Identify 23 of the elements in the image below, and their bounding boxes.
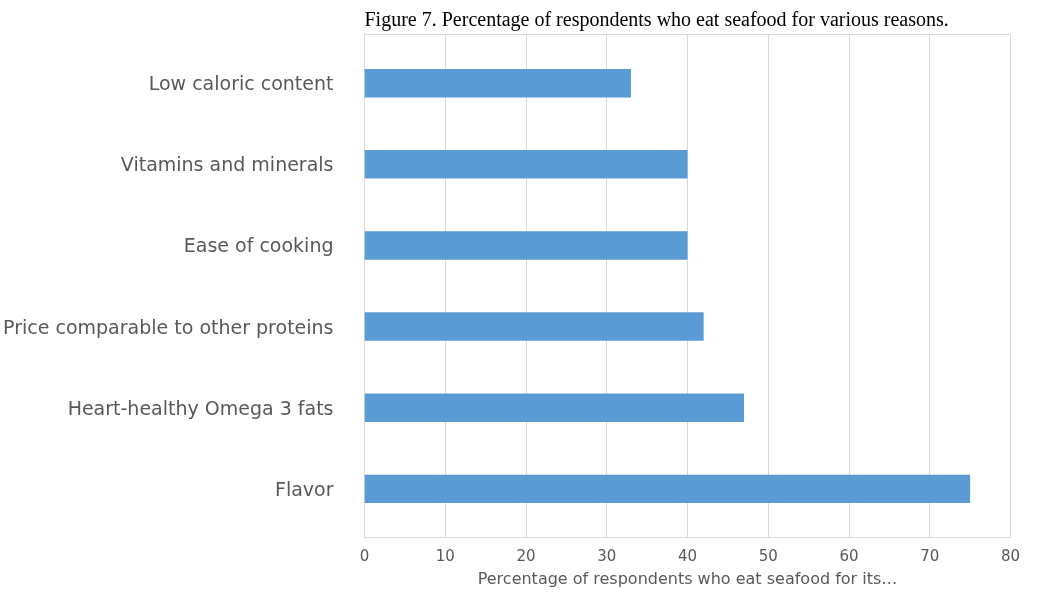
chart-title: Figure 7. Percentage of respondents who eat seafood for various reasons. [364, 7, 949, 31]
bar [364, 312, 704, 341]
y-tick-label: Ease of cooking [183, 234, 334, 257]
y-tick-label: Heart-healthy Omega 3 fats [67, 396, 334, 419]
x-tick-label: 70 [920, 546, 940, 565]
x-tick-label: 60 [839, 546, 859, 565]
y-tick-label: Low caloric content [148, 72, 334, 95]
x-tick-label: 40 [677, 546, 698, 565]
y-tick-label: Vitamins and minerals [120, 153, 334, 176]
bar [364, 474, 971, 504]
bar [364, 393, 745, 422]
x-tick-label: 10 [435, 546, 455, 565]
x-tick-label: 80 [1000, 546, 1021, 565]
x-axis-title: Percentage of respondents who eat seafood for its… [477, 568, 898, 588]
x-tick-label: 0 [359, 546, 370, 565]
y-tick-label: Flavor [274, 477, 334, 500]
bar [364, 231, 688, 260]
bar [364, 68, 631, 98]
bar [364, 150, 688, 179]
y-tick-label: Price comparable to other proteins [3, 315, 334, 338]
x-tick-label: 30 [597, 546, 617, 565]
x-tick-label: 50 [758, 546, 778, 565]
x-tick-label: 20 [516, 546, 536, 565]
